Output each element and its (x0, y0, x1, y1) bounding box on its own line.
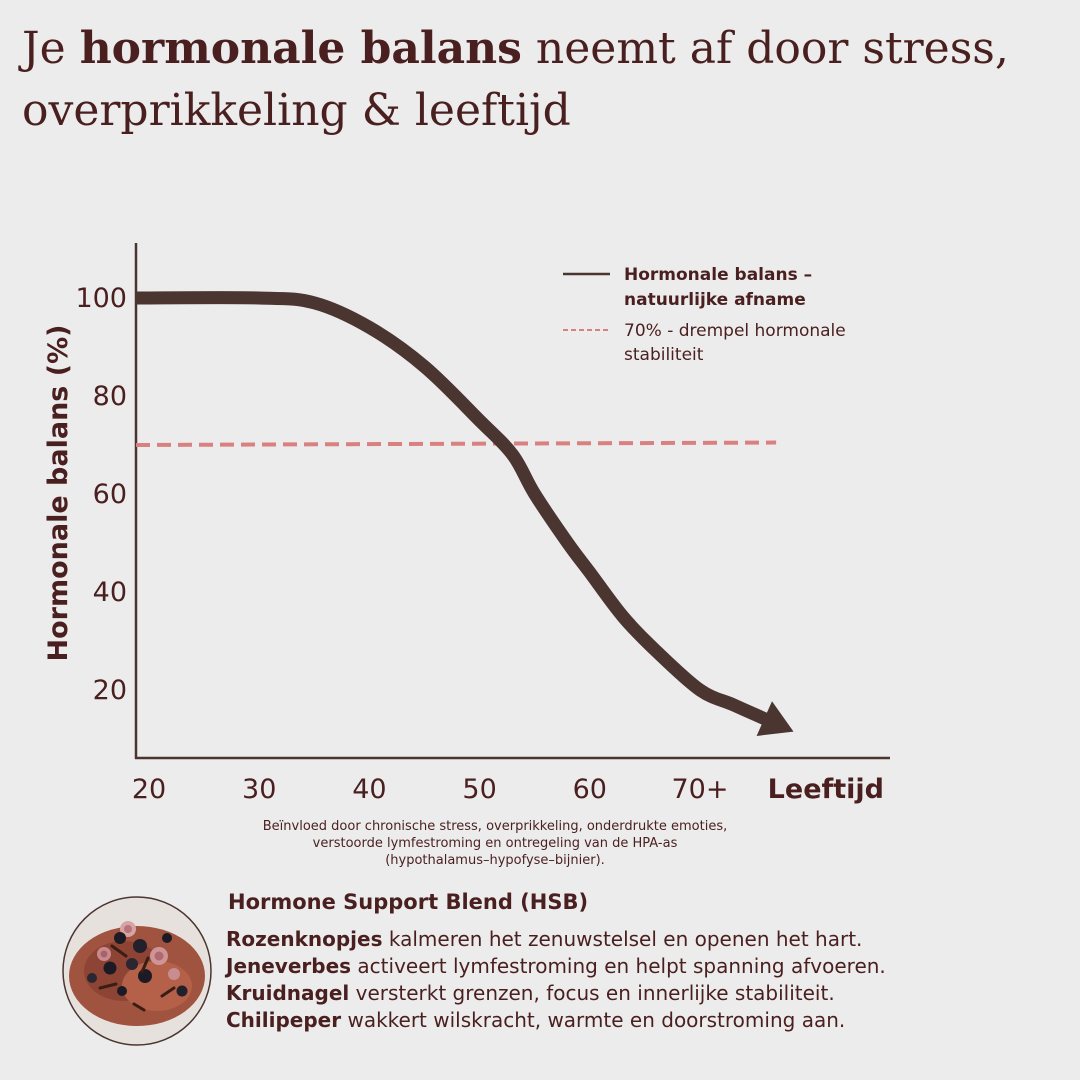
legend-dash-label-1: 70% - drempel hormonale (624, 321, 846, 341)
title-prefix: Je (22, 23, 66, 74)
hormonal-balance-curve (136, 291, 769, 726)
x-tick-label: 20 (132, 774, 166, 805)
ingredient-text: kalmeren het zenuwstelsel en openen het … (388, 927, 863, 951)
threshold-line (135, 440, 777, 447)
x-tick-label: 40 (352, 774, 386, 805)
x-axis-title: Leeftijd (768, 774, 884, 805)
title-bold: hormonale balans (79, 23, 522, 74)
caption-line-3: (hypothalamus–hypofyse–bijnier). (385, 853, 605, 868)
page-title: Je hormonale balans neemt af door stress… (22, 18, 1062, 142)
title-suffix: neemt af door stress, overprikkeling & l… (22, 23, 1009, 136)
chart: 20 40 60 80 100 20 30 40 50 60 70+ Hormonale bala… (43, 243, 890, 805)
ingredient-list: Rozenknopjes kalmeren het zenuwstelsel e… (226, 926, 886, 1034)
ingredient-item: Rozenknopjes kalmeren het zenuwstelsel e… (226, 926, 886, 953)
legend-line-label-2: natuurlijke afname (624, 290, 806, 310)
y-tick-label: 80 (93, 381, 127, 412)
ingredient-item: Kruidnagel versterkt grenzen, focus en i… (226, 980, 886, 1007)
ingredient-name: Rozenknopjes (226, 927, 383, 951)
y-tick-label: 40 (93, 577, 127, 608)
x-tick-label: 50 (462, 774, 496, 805)
curve-arrowhead (756, 701, 794, 736)
ingredient-name: Kruidnagel (226, 981, 350, 1005)
legend: Hormonale balans – natuurlijke afname 70… (563, 265, 846, 365)
ingredient-text: versterkt grenzen, focus en innerlijke s… (355, 981, 835, 1005)
y-tick-label: 100 (75, 283, 127, 314)
caption-line-1: Beïnvloed door chronische stress, overpr… (262, 819, 728, 834)
x-tick-label: 30 (242, 774, 276, 805)
ingredient-name: Chilipeper (226, 1008, 342, 1032)
x-tick-labels: 20 30 40 50 60 70+ (132, 774, 729, 805)
ingredient-name: Jeneverbes (226, 954, 352, 978)
ingredient-text: activeert lymfestroming en helpt spannin… (357, 954, 886, 978)
legend-line-label-1: Hormonale balans – (624, 265, 812, 285)
y-tick-labels: 20 40 60 80 100 (75, 283, 127, 706)
y-tick-label: 20 (93, 675, 127, 706)
y-axis-title: Hormonale balans (%) (43, 325, 74, 662)
series-layer (135, 291, 794, 736)
ingredient-text: wakkert wilskracht, warmte en doorstromi… (347, 1008, 846, 1032)
ingredient-item: Jeneverbes activeert lymfestroming en he… (226, 953, 886, 980)
y-tick-label: 60 (93, 479, 127, 510)
x-tick-label: 70+ (672, 774, 729, 805)
legend-dash-label-2: stabiliteit (624, 345, 704, 365)
chart-caption: Beïnvloed door chronische stress, overpr… (200, 818, 790, 869)
caption-line-2: verstoorde lymfestroming en ontregeling … (312, 836, 678, 851)
herb-blend-image (62, 896, 212, 1046)
blend-title: Hormone Support Blend (HSB) (228, 890, 589, 914)
x-tick-label: 60 (573, 774, 607, 805)
ingredient-item: Chilipeper wakkert wilskracht, warmte en… (226, 1007, 886, 1034)
